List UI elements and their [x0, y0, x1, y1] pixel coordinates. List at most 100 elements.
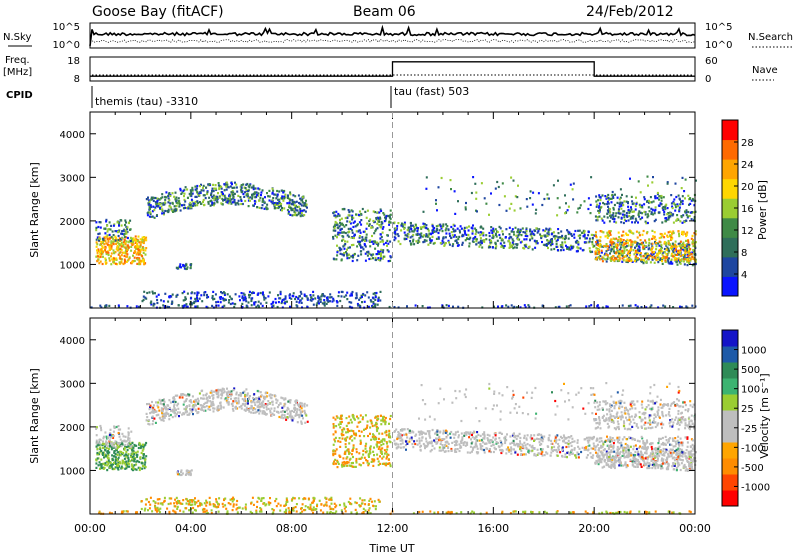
power-scatter-point: [661, 233, 664, 237]
velocity-scatter-point: [143, 463, 146, 466]
power-scatter-point: [561, 241, 564, 244]
power-scatter-point: [471, 232, 474, 235]
power-scatter-point: [259, 302, 262, 305]
power-scatter-point: [587, 197, 590, 200]
velocity-scatter-point: [234, 397, 237, 400]
power-scatter-point: [544, 234, 547, 237]
power-scatter-point: [112, 249, 115, 252]
velocity-scatter-point: [201, 408, 204, 412]
power-scatter-point: [334, 223, 337, 226]
velocity-scatter-point: [352, 444, 355, 447]
power-scatter-point: [292, 200, 295, 203]
power-scatter-point: [684, 197, 686, 200]
power-scatter-point: [617, 209, 620, 213]
power-scatter-point: [683, 244, 686, 247]
power-scatter-point: [99, 251, 101, 254]
power-scatter-point: [299, 295, 301, 298]
power-scatter-point: [361, 246, 364, 249]
power-scatter-point: [657, 256, 660, 259]
power-scatter-point: [598, 252, 601, 255]
velocity-scatter-point: [113, 451, 116, 454]
power-scatter-point: [587, 234, 590, 237]
velocity-scatter-point: [285, 418, 288, 421]
velocity-scatter-point: [126, 465, 129, 468]
power-scatter-point: [609, 216, 612, 219]
power-scatter-point: [179, 187, 182, 190]
power-scatter-point: [666, 181, 669, 184]
power-scatter-point: [439, 242, 442, 245]
power-scatter-point: [262, 291, 264, 294]
power-scatter-point: [608, 230, 611, 233]
power-scatter-point: [559, 236, 562, 239]
power-scatter-point: [111, 230, 114, 233]
power-scatter-point: [198, 297, 201, 300]
power-scatter-point: [625, 249, 628, 252]
velocity-scatter-point: [116, 458, 119, 461]
velocity-scatter-point: [262, 395, 265, 398]
velocity-scatter-point: [98, 451, 101, 454]
velocity-scatter-point: [192, 413, 194, 416]
velocity-scatter-point: [139, 456, 142, 460]
power-scatter-point: [201, 300, 204, 303]
power-scatter-point: [247, 301, 250, 304]
velocity-scatter-point: [252, 411, 255, 414]
power-scatter-point: [667, 216, 670, 219]
power-scatter-point: [99, 243, 102, 246]
power-scatter-point: [525, 233, 528, 236]
power-scatter-point: [627, 233, 630, 237]
velocity-scatter-point: [375, 428, 378, 431]
power-scatter-point: [661, 262, 664, 265]
power-scatter-point: [211, 201, 214, 204]
power-scatter-point: [630, 259, 633, 263]
power-scatter-point: [518, 238, 521, 241]
power-scatter-point: [523, 238, 526, 241]
power-scatter-point: [606, 236, 609, 239]
power-scatter-point: [616, 243, 619, 246]
power-scatter-point: [378, 224, 381, 227]
power-scatter-point: [488, 234, 491, 238]
power-scatter-point: [616, 246, 619, 249]
power-scatter-point: [332, 237, 335, 240]
power-scatter-point: [435, 199, 437, 202]
power-scatter-point: [573, 233, 576, 236]
power-scatter-point: [588, 237, 591, 240]
power-scatter-point: [365, 227, 368, 230]
power-scatter-point: [611, 214, 614, 217]
power-scatter-point: [245, 194, 248, 197]
power-scatter-point: [361, 236, 364, 239]
power-scatter-point: [105, 304, 108, 307]
power-scatter-point: [120, 224, 123, 227]
velocity-scatter-point: [117, 451, 120, 454]
power-scatter-point: [642, 244, 645, 247]
power-scatter-point: [152, 205, 155, 208]
velocity-scatter-point: [112, 444, 115, 447]
power-scatter-point: [677, 194, 680, 197]
power-scatter-point: [357, 240, 360, 243]
power-scatter-point: [519, 229, 522, 232]
velocity-scatter-point: [127, 456, 130, 459]
power-scatter-point: [374, 294, 377, 297]
power-scatter-point: [95, 226, 98, 229]
velocity-scatter-point: [358, 457, 361, 460]
velocity-scatter-point: [302, 417, 304, 420]
velocity-scatter-point: [387, 434, 390, 437]
power-scatter-point: [483, 239, 486, 242]
power-scatter-point: [666, 246, 669, 249]
power-scatter-point: [281, 209, 283, 212]
power-scatter-point: [306, 206, 308, 209]
power-scatter-point: [358, 242, 361, 245]
velocity-scatter-point: [177, 402, 180, 405]
power-scatter-point: [288, 296, 291, 299]
velocity-scatter-point: [344, 451, 347, 454]
power-scatter-point: [407, 229, 410, 232]
power-scatter-point: [369, 257, 372, 260]
power-scatter-point: [661, 207, 664, 210]
velocity-scatter-point: [191, 395, 194, 398]
power-scatter-point: [181, 191, 184, 194]
power-scatter-point: [254, 202, 256, 205]
power-scatter-point: [279, 290, 282, 293]
power-scatter-point: [364, 230, 366, 233]
power-scatter-point: [515, 306, 518, 309]
velocity-scatter-point: [258, 406, 261, 409]
power-scatter-point: [652, 235, 655, 238]
